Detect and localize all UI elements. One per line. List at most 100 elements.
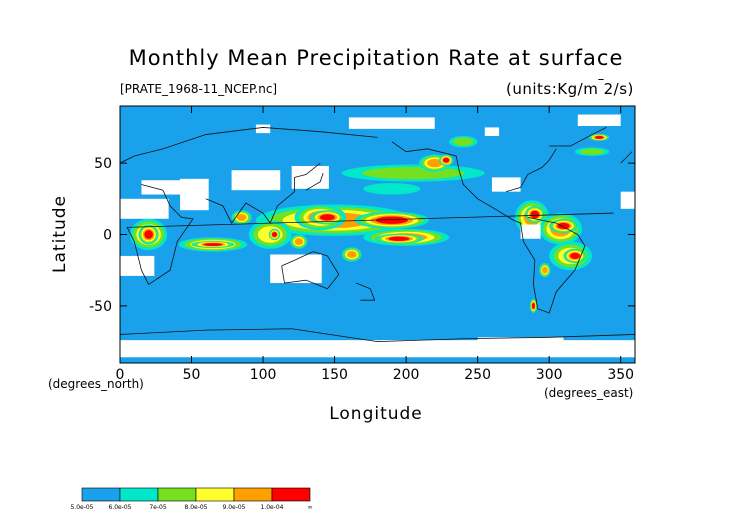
y-axis-unit: (degrees_north) <box>48 377 144 391</box>
precip-region <box>341 247 362 262</box>
missing-data-patch <box>231 170 281 191</box>
colorbar-label: 9.0e-05 <box>222 504 245 511</box>
precip-band-5 <box>443 157 450 163</box>
precip-band-4 <box>542 266 548 274</box>
coastline <box>120 328 635 342</box>
precip-region <box>563 248 587 264</box>
missing-data-patch <box>120 198 169 219</box>
x-tick-label: 100 <box>250 367 277 383</box>
x-axis-unit: (degrees_east) <box>544 386 634 400</box>
colorbar: 5.0e-05 6.0e-05 7e-05 8.0e-05 9.0e-05 1.0e-04… <box>70 487 313 511</box>
precip-band-5 <box>531 302 535 309</box>
precip-band-4 <box>294 238 304 246</box>
precip-band-5 <box>319 214 335 221</box>
coastline <box>126 184 614 286</box>
coastline <box>391 141 586 314</box>
x-tick-label: 300 <box>536 367 563 383</box>
y-tick-label: 50 <box>94 156 112 172</box>
chart-title: Monthly Mean Precipitation Rate at surfa… <box>128 46 624 70</box>
coastline <box>305 172 324 191</box>
colorbar-swatch <box>119 487 159 502</box>
missing-data-patch <box>255 124 271 134</box>
precip-band-4 <box>427 158 443 168</box>
coastline <box>281 251 340 290</box>
precip-region <box>191 240 235 249</box>
precip-band-5 <box>557 222 570 230</box>
axis-ticks: 0 50 100 150 200 250 300 350 -50 0 50 <box>89 106 635 383</box>
missing-data-patch <box>477 337 564 346</box>
precip-band-4 <box>236 213 247 221</box>
colorbar-label: 1.0e-04 <box>260 504 283 511</box>
precip-band-5 <box>594 135 604 139</box>
precip-region <box>310 210 345 225</box>
precip-region <box>574 147 610 156</box>
colorbar-swatch <box>81 487 121 502</box>
precip-band-5 <box>530 210 540 219</box>
y-tick-label: -50 <box>89 299 112 315</box>
precip-band-1 <box>363 183 421 195</box>
coastline <box>506 148 557 193</box>
precip-region <box>374 233 424 244</box>
colorbar-label: 5.0e-05 <box>70 504 93 511</box>
colorbar-label: 7e-05 <box>149 504 166 511</box>
missing-data-patch <box>577 114 621 126</box>
precip-region <box>524 205 545 224</box>
x-tick-label: 200 <box>393 367 420 383</box>
precip-region <box>529 298 538 314</box>
x-tick-label: 0 <box>116 367 125 383</box>
precip-band-5 <box>375 216 408 224</box>
coastline <box>120 127 378 164</box>
precip-band-5 <box>569 252 580 260</box>
precip-band-2 <box>579 148 605 155</box>
coastline <box>355 282 376 301</box>
coastline <box>205 162 321 224</box>
colorbar-swatch <box>233 487 273 502</box>
missing-data-patch <box>291 165 329 189</box>
precip-region <box>354 211 429 229</box>
precip-region <box>231 210 252 225</box>
coastlines <box>120 127 635 342</box>
y-tick-label: 0 <box>103 228 112 244</box>
precip-band-5 <box>203 242 223 247</box>
precip-region <box>341 164 485 182</box>
colorbar-swatch <box>157 487 197 502</box>
chart-subtitle: [PRATE_1968-11_NCEP.nc] <box>120 82 278 96</box>
missing-data-patch <box>270 254 322 284</box>
colorbar-label: ∞ <box>308 504 313 511</box>
x-tick-label: 50 <box>183 367 201 383</box>
precip-region <box>589 133 610 141</box>
precip-region <box>539 263 551 278</box>
missing-data-patch <box>620 191 635 209</box>
precip-region <box>138 224 159 245</box>
x-tick-label: 250 <box>464 367 491 383</box>
precip-region <box>290 234 308 249</box>
precip-region <box>449 135 478 148</box>
colorbar-swatch <box>195 487 235 502</box>
precip-band-4 <box>346 250 357 258</box>
colorbar-swatch <box>271 487 311 502</box>
plot-area <box>120 106 635 363</box>
colorbar-label: 8.0e-05 <box>184 504 207 511</box>
precip-region <box>268 228 281 241</box>
missing-data-patch <box>120 255 155 276</box>
precip-region <box>549 218 578 234</box>
missing-data-patch <box>491 177 521 192</box>
precip-region <box>363 183 421 195</box>
precip-band-5 <box>388 236 410 241</box>
x-tick-label: 150 <box>321 367 348 383</box>
coastline <box>549 127 607 147</box>
missing-data-patch <box>180 178 209 211</box>
missing-data-patch <box>348 117 435 129</box>
precip-band-5 <box>272 232 277 237</box>
precip-band-2 <box>453 137 474 146</box>
precip-region <box>439 154 454 166</box>
precip-band-5 <box>144 230 153 239</box>
precip-band-2 <box>362 166 465 180</box>
x-tick-label: 350 <box>607 367 634 383</box>
missing-data-patch <box>484 127 500 136</box>
colorbar-label: 6.0e-05 <box>108 504 131 511</box>
units-label: (units:Kg/m 2/s) <box>506 80 634 98</box>
x-axis-label: Longitude <box>329 404 423 424</box>
missing-data-patch <box>520 224 541 239</box>
